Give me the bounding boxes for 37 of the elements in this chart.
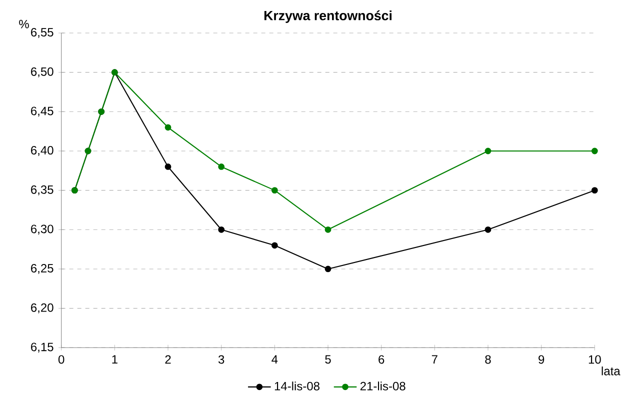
point	[271, 187, 278, 194]
y-tick-label: 6,50	[31, 67, 54, 78]
legend-label: 14-lis-08	[274, 382, 320, 390]
x-axis-title: lata	[602, 366, 620, 376]
x-tick-label: 5	[325, 355, 331, 364]
legend-label: 21-lis-08	[360, 382, 406, 390]
y-tick-label: 6,35	[31, 185, 54, 196]
x-tick-label: 0	[58, 355, 64, 364]
point	[164, 164, 172, 170]
y-tick-label: 6,25	[31, 264, 54, 274]
point	[324, 266, 332, 272]
y-axis-title: %	[19, 20, 29, 28]
point	[484, 148, 492, 154]
point	[271, 242, 278, 249]
x-tick-label: 3	[218, 355, 224, 364]
x-tick-label: 4	[272, 355, 278, 364]
x-tick-label: 7	[432, 355, 438, 364]
x-tick-label: 6	[378, 355, 384, 364]
point	[218, 226, 225, 233]
y-tick-label: 6,45	[31, 106, 54, 117]
point	[484, 226, 492, 233]
x-tick-label: 2	[165, 355, 171, 364]
x-tick-label: 8	[485, 355, 491, 364]
y-tick-label: 6,30	[31, 224, 54, 235]
y-tick-label: 6,15	[31, 342, 54, 353]
point	[324, 226, 332, 233]
y-tick-label: 6,20	[31, 303, 54, 314]
chart-title: Krzywa rentowności	[264, 10, 392, 23]
x-tick-label: 9	[538, 355, 544, 364]
x-tick-label: 10	[588, 355, 601, 364]
y-tick-label: 6,55	[31, 28, 54, 38]
y-tick-label: 6,40	[31, 146, 54, 156]
x-tick-label: 1	[112, 355, 118, 364]
point	[164, 124, 172, 131]
point	[218, 164, 225, 170]
point	[591, 148, 598, 154]
point	[591, 187, 598, 194]
